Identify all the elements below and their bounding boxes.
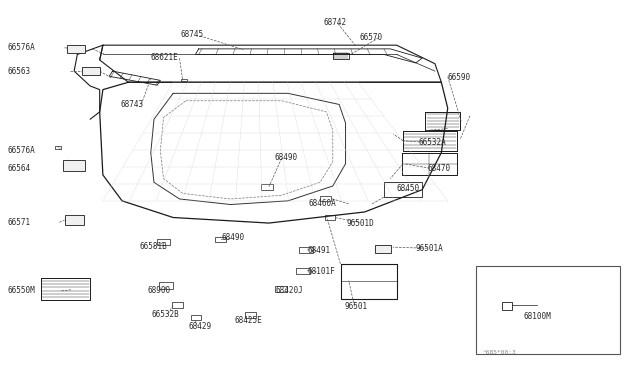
Bar (261, 184, 273, 190)
Text: ^685*00:3: ^685*00:3 (483, 350, 516, 355)
Text: 68490: 68490 (274, 153, 297, 161)
Bar (70, 47, 78, 50)
Text: 96501A: 96501A (416, 244, 444, 253)
Bar (374, 245, 390, 253)
Text: 68900: 68900 (148, 286, 171, 295)
Text: 68490: 68490 (221, 232, 244, 242)
Text: 66570: 66570 (360, 33, 383, 42)
Text: 68101F: 68101F (307, 267, 335, 276)
Bar (214, 237, 226, 242)
Text: 68450: 68450 (397, 185, 420, 193)
Bar (320, 196, 332, 201)
Bar (502, 302, 512, 310)
Text: 68742: 68742 (323, 18, 346, 27)
Bar (299, 247, 313, 253)
Bar (476, 266, 620, 353)
Text: 66576A: 66576A (7, 145, 35, 154)
Bar (65, 215, 84, 225)
Text: 68100M: 68100M (523, 312, 551, 321)
Text: 68420J: 68420J (275, 286, 303, 295)
Text: 96501D: 96501D (347, 219, 374, 228)
Text: 66532A: 66532A (419, 138, 447, 147)
Bar (159, 282, 173, 289)
Text: 68425E: 68425E (234, 316, 262, 325)
Text: 66590: 66590 (448, 73, 471, 82)
Bar (83, 67, 100, 75)
Bar (191, 315, 201, 320)
Text: 68460A: 68460A (308, 199, 336, 208)
Text: 96501: 96501 (344, 302, 367, 311)
Text: 66576A: 66576A (7, 43, 35, 52)
Text: 68745: 68745 (180, 29, 204, 39)
Text: 68470: 68470 (428, 164, 451, 173)
Text: 66563: 66563 (7, 67, 30, 76)
Bar (172, 302, 183, 308)
Text: 68743: 68743 (121, 100, 144, 109)
Bar (67, 45, 85, 53)
Text: 68621E: 68621E (151, 52, 179, 61)
Bar (157, 239, 170, 245)
Bar (244, 312, 256, 318)
Text: 66581B: 66581B (140, 242, 168, 251)
Text: 66532B: 66532B (152, 310, 179, 319)
Text: 66550M: 66550M (7, 286, 35, 295)
Bar (275, 286, 287, 292)
Text: 66564: 66564 (7, 164, 30, 173)
Bar (325, 215, 335, 220)
Bar (55, 145, 61, 148)
Bar (63, 160, 85, 171)
Text: 68429: 68429 (188, 322, 212, 331)
Text: 68491: 68491 (307, 246, 330, 255)
Text: 66571: 66571 (7, 218, 30, 227)
Bar (296, 267, 310, 274)
Bar (180, 78, 187, 81)
